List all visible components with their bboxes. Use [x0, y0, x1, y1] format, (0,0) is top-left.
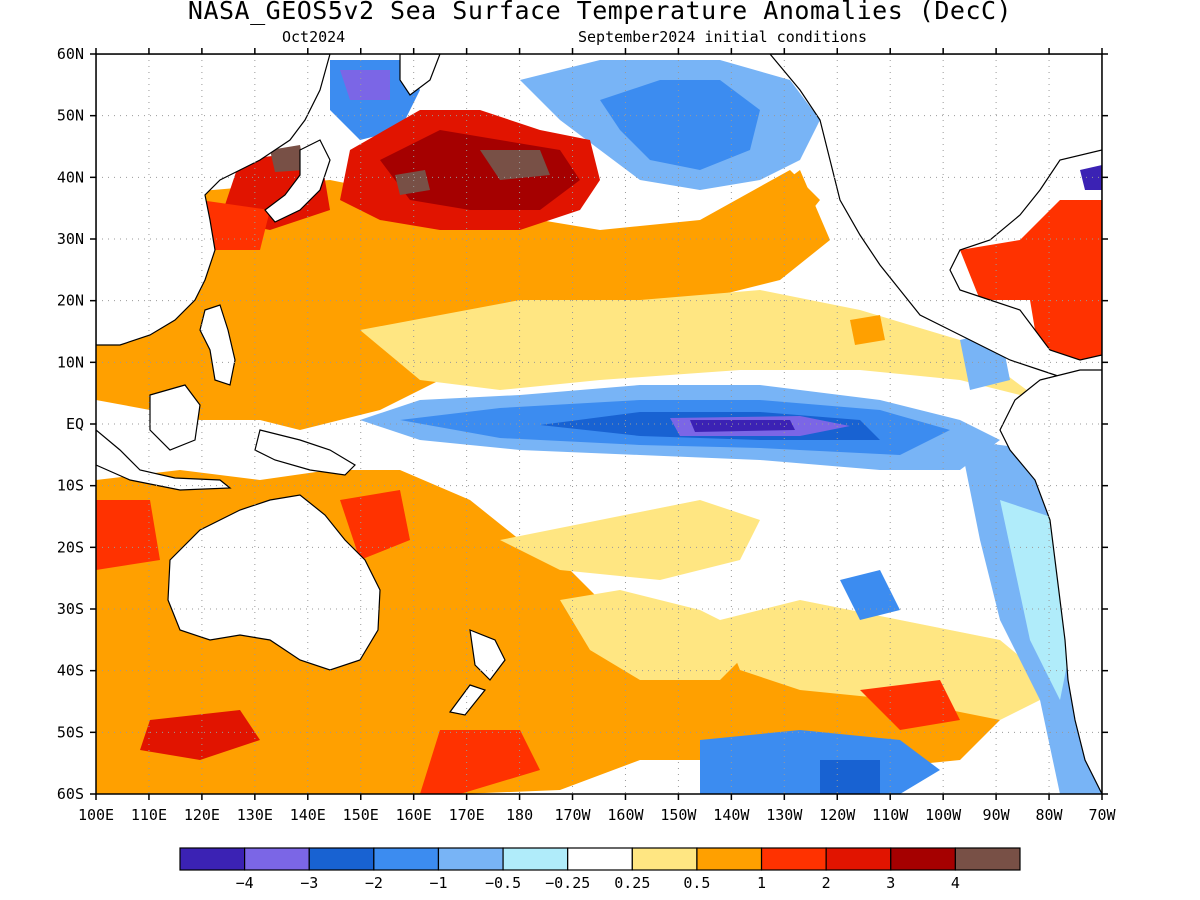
- lat-label-60s: 60S: [57, 785, 84, 803]
- colorbar-label: 0.25: [614, 874, 650, 892]
- forecast-month-label: Oct2024: [282, 28, 346, 46]
- colorbar-label: −3: [300, 874, 318, 892]
- lat-label-30n: 30N: [57, 230, 84, 248]
- colorbar: −4 −3 −2 −1 −0.5 −0.25 0.25 0.5 1 2 3 4: [179, 847, 1021, 892]
- lon-label-180: 180: [506, 806, 533, 824]
- lon-label-110e: 110E: [131, 806, 167, 824]
- colorbar-swatch: [760, 847, 827, 871]
- lat-label-20n: 20N: [57, 292, 84, 310]
- colorbar-swatch: [954, 847, 1021, 871]
- colorbar-label: 3: [886, 874, 895, 892]
- colorbar-label: 1: [757, 874, 766, 892]
- lon-label-140w: 140W: [713, 806, 750, 824]
- lon-label-110w: 110W: [872, 806, 909, 824]
- colorbar-swatch: [437, 847, 504, 871]
- colorbar-label: −2: [365, 874, 383, 892]
- lat-label-10n: 10N: [57, 353, 84, 371]
- colorbar-swatch: [502, 847, 569, 871]
- colorbar-swatch: [825, 847, 892, 871]
- lat-label-40n: 40N: [57, 168, 84, 186]
- colorbar-label: −0.25: [545, 874, 590, 892]
- colorbar-swatch: [567, 847, 633, 871]
- longitude-axis: 100E 110E 120E 130E 140E 150E 160E 170E 180 170W 1…: [78, 806, 1117, 824]
- colorbar-label: 2: [822, 874, 831, 892]
- colorbar-swatch: [890, 847, 956, 871]
- plot-area: [96, 54, 1102, 794]
- lon-label-70w: 70W: [1088, 806, 1116, 824]
- latitude-axis: 60N 50N 40N 30N 20N 10N EQ 10S 20S 30S 40S 50S 60S: [57, 45, 84, 803]
- lat-label-20s: 20S: [57, 538, 84, 556]
- lon-label-170w: 170W: [554, 806, 591, 824]
- map-title: NASA_GEOS5v2 Sea Surface Temperature Ano…: [187, 0, 1013, 25]
- lat-label-60n: 60N: [57, 45, 84, 63]
- lon-label-100e: 100E: [78, 806, 114, 824]
- lon-label-130w: 130W: [766, 806, 803, 824]
- initial-conditions-label: September2024 initial conditions: [578, 28, 867, 46]
- lat-label-30s: 30S: [57, 600, 84, 618]
- colorbar-swatch: [373, 847, 440, 871]
- lat-label-50s: 50S: [57, 723, 84, 741]
- lon-label-150w: 150W: [660, 806, 697, 824]
- lat-label-eq: EQ: [66, 415, 84, 433]
- colorbar-swatch: [631, 847, 698, 871]
- lon-label-130e: 130E: [237, 806, 273, 824]
- lon-label-80w: 80W: [1036, 806, 1064, 824]
- lon-label-100w: 100W: [925, 806, 962, 824]
- lat-label-40s: 40S: [57, 662, 84, 680]
- colorbar-label: −4: [236, 874, 254, 892]
- colorbar-swatch: [179, 847, 246, 871]
- lon-label-160e: 160E: [396, 806, 432, 824]
- axis-ticks: [90, 48, 1108, 800]
- lon-label-160w: 160W: [607, 806, 644, 824]
- lat-label-10s: 10S: [57, 477, 84, 495]
- lon-label-120e: 120E: [184, 806, 220, 824]
- lon-label-140e: 140E: [290, 806, 326, 824]
- colorbar-label: −1: [429, 874, 447, 892]
- lat-label-50n: 50N: [57, 107, 84, 125]
- colorbar-swatch: [696, 847, 763, 871]
- lon-label-170e: 170E: [449, 806, 485, 824]
- colorbar-label: 0.5: [683, 874, 710, 892]
- colorbar-label: 4: [951, 874, 960, 892]
- colorbar-swatch: [308, 847, 375, 871]
- lon-label-120w: 120W: [819, 806, 856, 824]
- lon-label-150e: 150E: [343, 806, 379, 824]
- colorbar-swatch: [244, 847, 310, 871]
- land-masses: [96, 54, 1102, 794]
- lon-label-90w: 90W: [983, 806, 1011, 824]
- colorbar-label: −0.5: [485, 874, 521, 892]
